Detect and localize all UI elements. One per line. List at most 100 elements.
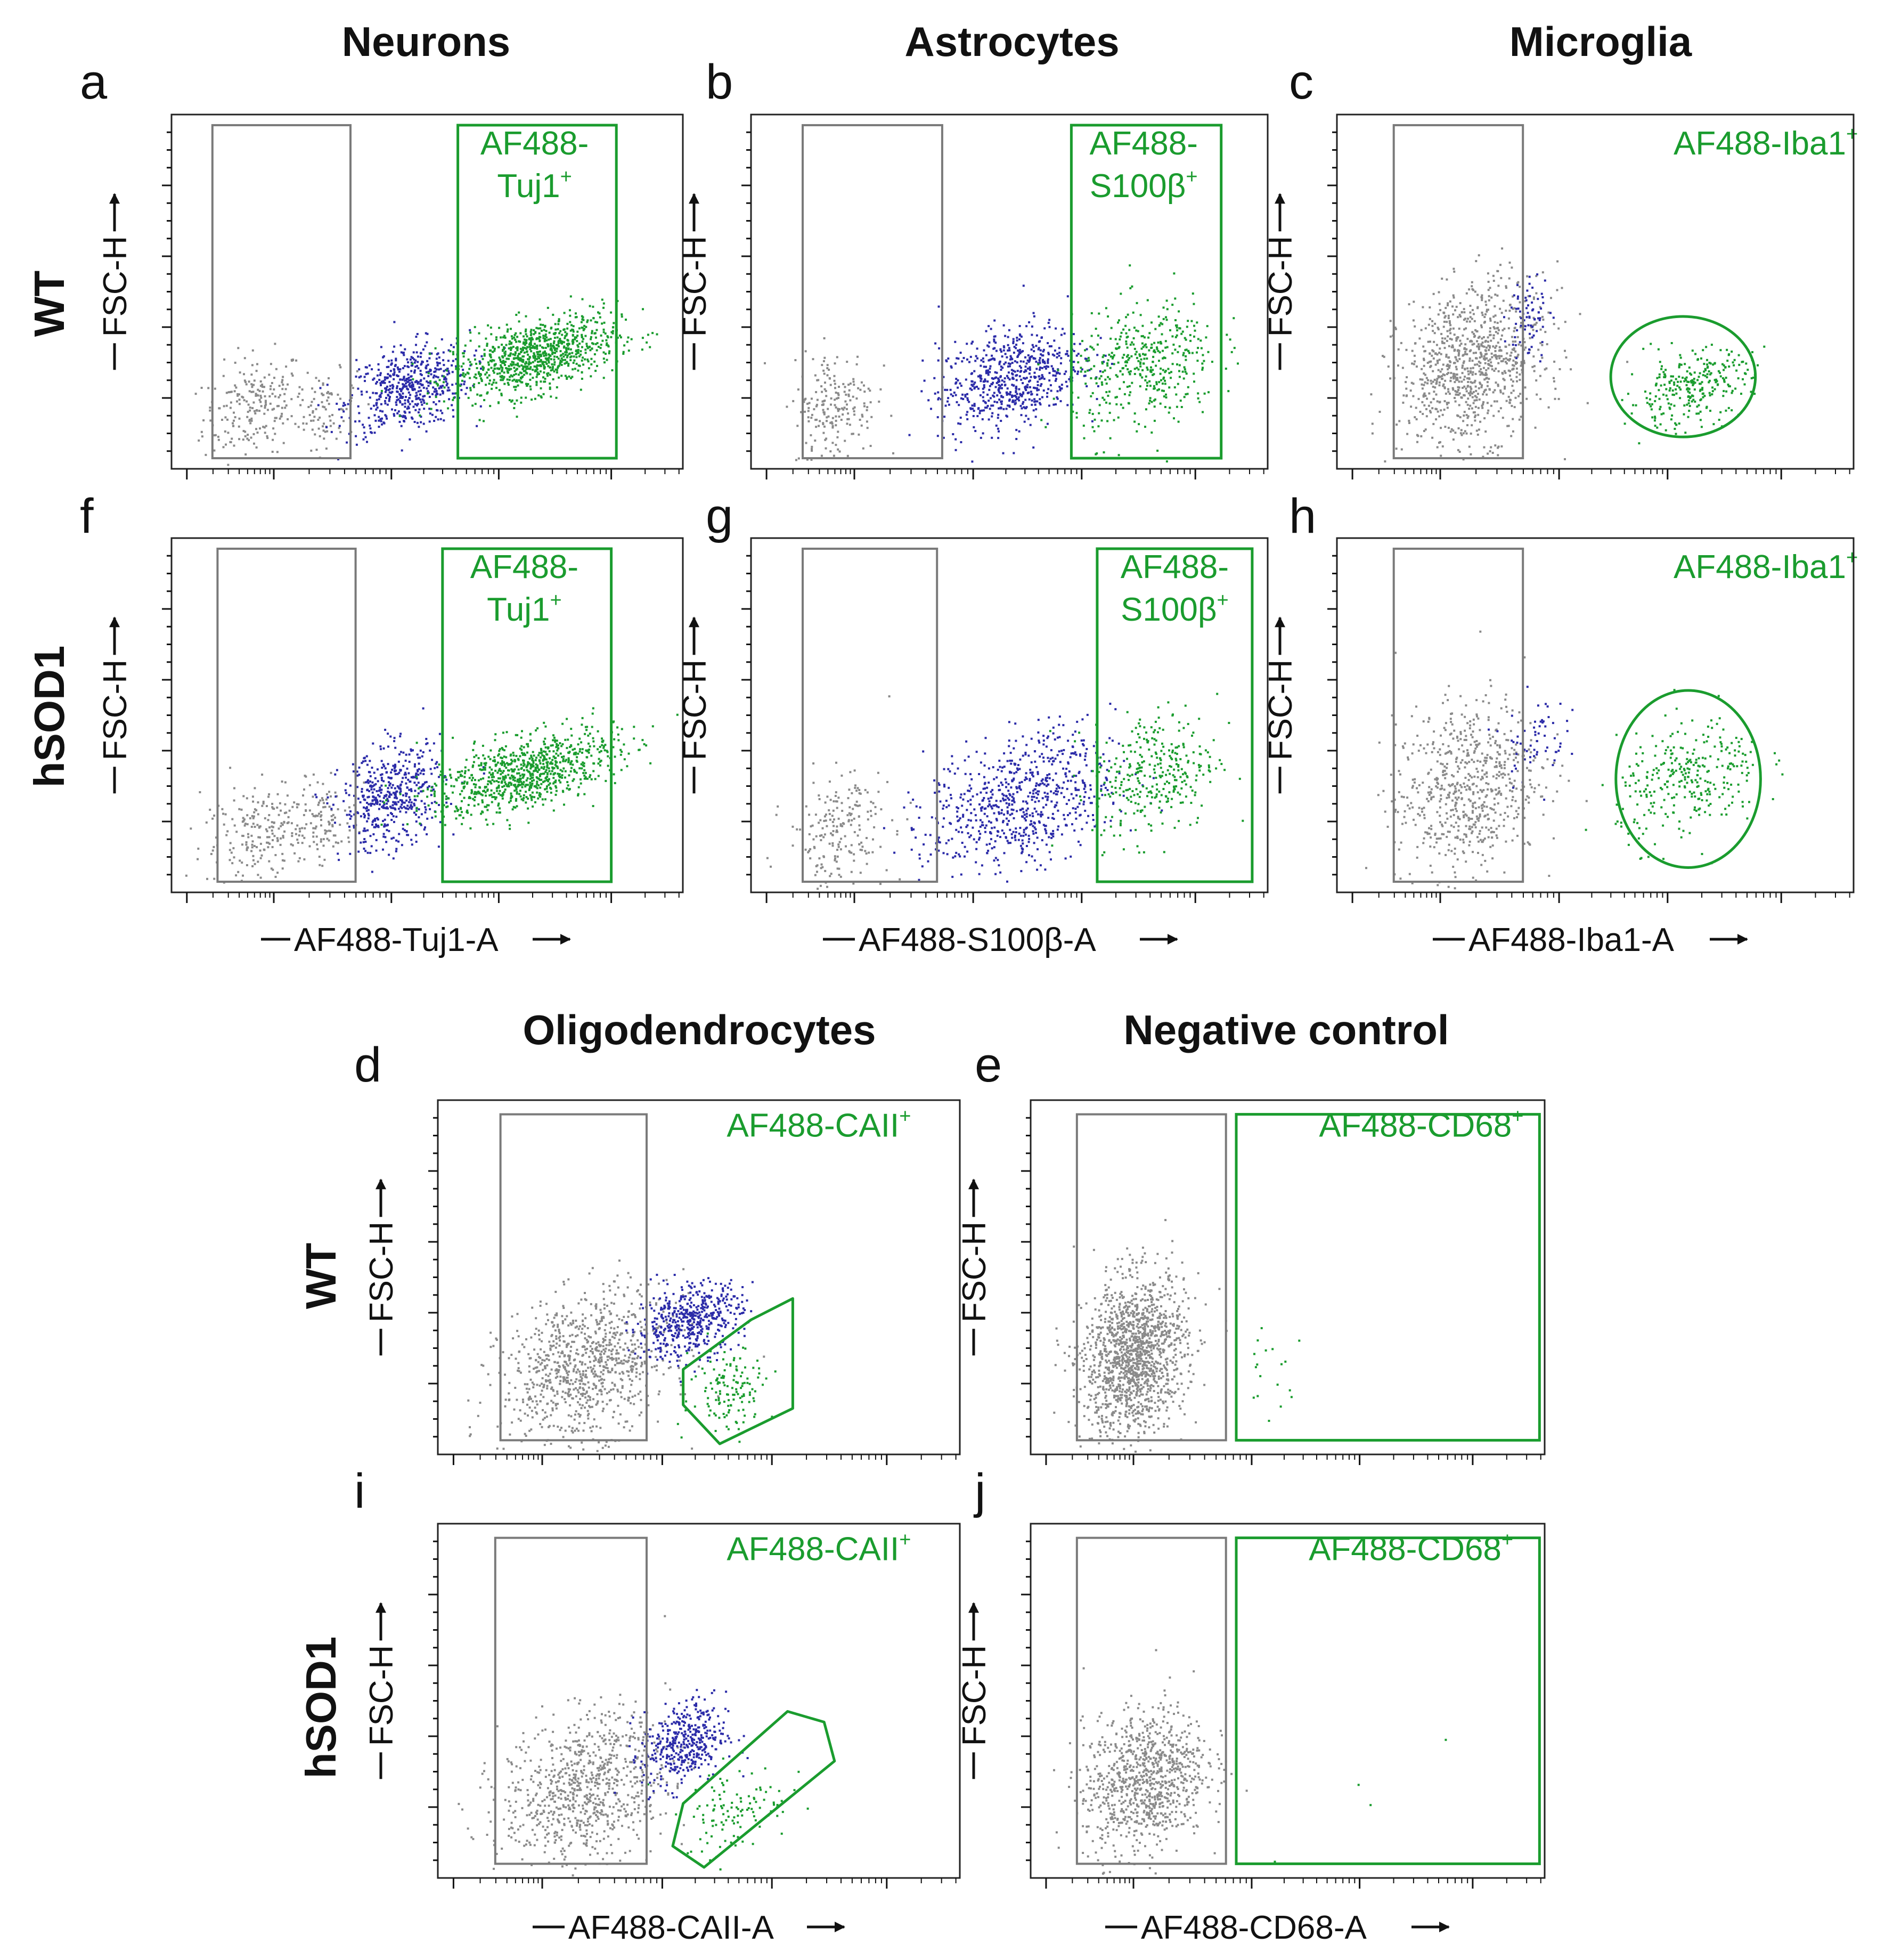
data-point-intermediate [994,386,997,388]
data-point-negative [320,810,322,813]
data-point-positive [1684,363,1686,365]
data-point-intermediate [450,344,452,346]
data-point-positive [1101,361,1104,363]
data-point-intermediate [357,387,360,390]
data-point-positive [1096,343,1099,346]
y-axis-label: FSC-H [676,193,713,370]
data-point-positive [1164,346,1167,349]
data-point-intermediate [462,369,464,371]
data-point-intermediate [403,354,405,356]
data-point-intermediate [404,405,406,408]
data-point-positive [557,340,560,343]
data-point-negative [249,422,252,425]
data-point-intermediate [1066,404,1069,406]
data-point-negative [806,458,809,461]
data-point-negative [870,416,873,418]
data-point-positive [529,330,532,333]
data-point-positive [520,396,523,399]
data-point-negative [830,397,833,400]
data-point-negative [1557,327,1560,330]
data-point-positive [508,347,510,349]
data-point-negative [1414,325,1416,328]
data-point-positive [540,395,542,397]
data-point-negative [326,837,329,840]
data-point-negative [1478,254,1480,257]
data-point-negative [339,397,341,400]
data-point-negative [328,403,330,405]
data-point-intermediate [937,305,940,308]
data-point-intermediate [962,398,965,400]
data-point-positive [492,370,495,372]
data-point-intermediate [1042,389,1045,392]
data-point-positive [520,401,523,404]
data-point-negative [1466,403,1469,406]
data-point-intermediate [1529,332,1531,335]
data-point-positive [1160,322,1162,324]
data-point-intermediate [1002,408,1005,410]
data-point-positive [1108,353,1111,356]
data-point-positive [485,371,488,374]
data-point-intermediate [1036,400,1039,403]
data-point-intermediate [400,390,403,393]
data-point-positive [590,357,593,360]
data-point-intermediate [1527,324,1530,327]
data-point-negative [331,819,333,822]
data-point-negative [1515,362,1518,364]
data-point-negative [1519,301,1521,304]
row-label-bottom-hsod1: hSOD1 [297,1637,345,1779]
data-point-negative [1500,276,1503,279]
data-point-negative [1463,308,1465,311]
data-point-positive [581,315,583,318]
data-point-negative [226,830,229,833]
data-point-negative [325,448,328,450]
data-point-intermediate [985,406,988,409]
data-point-intermediate [1009,391,1011,394]
data-point-positive [1129,344,1132,346]
data-point-positive [1133,420,1136,423]
data-point-negative [295,833,297,835]
data-point-intermediate [947,357,950,360]
data-point-positive [1660,384,1662,387]
data-point-negative [282,422,284,425]
data-point-negative [243,373,245,376]
data-point-intermediate [995,349,998,352]
y-axis-label-text: FSC-H [676,236,713,337]
data-point-negative [1459,416,1462,419]
data-point-intermediate [1057,371,1059,374]
data-point-intermediate [1050,389,1052,392]
data-point-intermediate [1083,375,1086,377]
data-point-intermediate [964,394,967,396]
data-point-positive [552,344,554,347]
data-point-negative [1461,372,1464,375]
data-point-positive [1763,345,1766,348]
data-point-positive [1174,336,1177,338]
data-point-negative [322,425,324,428]
data-point-intermediate [422,395,425,398]
data-point-positive [1715,381,1717,384]
data-point-intermediate [414,403,417,405]
data-point-negative [1504,371,1507,374]
data-point-positive [1197,347,1199,349]
data-point-intermediate [1034,416,1037,418]
data-point-negative [202,419,205,421]
data-point-negative [1448,356,1450,359]
data-point-intermediate [960,441,962,443]
data-point-intermediate [1025,385,1027,388]
data-point-negative [1443,374,1446,377]
data-point-positive [486,376,489,379]
panel-letter: b [706,55,733,109]
data-point-negative [1508,277,1511,280]
data-point-positive [551,351,554,354]
data-point-intermediate [1026,359,1029,362]
data-point-intermediate [988,345,990,348]
data-point-negative [1480,355,1483,358]
data-point-negative [303,428,305,431]
data-point-intermediate [394,365,396,367]
data-point-positive [1651,416,1654,419]
data-point-negative [283,820,285,823]
data-point-positive [556,371,558,374]
data-point-intermediate [431,413,434,416]
data-point-positive [563,312,566,314]
data-point-intermediate [948,403,950,406]
data-point-negative [807,406,810,409]
